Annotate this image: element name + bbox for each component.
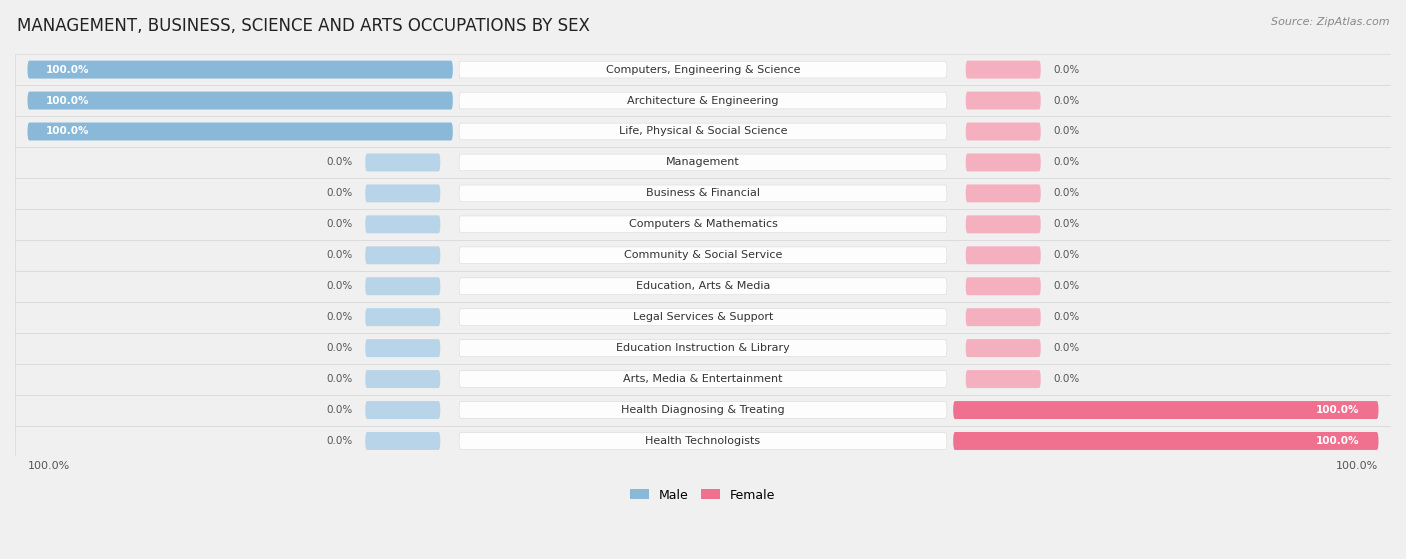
Text: 100.0%: 100.0% xyxy=(46,65,90,74)
Text: 0.0%: 0.0% xyxy=(326,158,353,168)
FancyBboxPatch shape xyxy=(366,184,440,202)
FancyBboxPatch shape xyxy=(366,215,440,233)
Bar xyxy=(15,116,1391,147)
FancyBboxPatch shape xyxy=(366,154,440,172)
FancyBboxPatch shape xyxy=(460,371,946,387)
Bar xyxy=(15,85,1391,116)
Text: 100.0%: 100.0% xyxy=(46,126,90,136)
FancyBboxPatch shape xyxy=(366,432,440,450)
Text: 0.0%: 0.0% xyxy=(1053,250,1080,260)
Text: 0.0%: 0.0% xyxy=(1053,158,1080,168)
Text: Education Instruction & Library: Education Instruction & Library xyxy=(616,343,790,353)
Text: 0.0%: 0.0% xyxy=(326,436,353,446)
Text: MANAGEMENT, BUSINESS, SCIENCE AND ARTS OCCUPATIONS BY SEX: MANAGEMENT, BUSINESS, SCIENCE AND ARTS O… xyxy=(17,17,589,35)
FancyBboxPatch shape xyxy=(366,308,440,326)
Text: 0.0%: 0.0% xyxy=(326,343,353,353)
Text: 0.0%: 0.0% xyxy=(326,188,353,198)
FancyBboxPatch shape xyxy=(966,92,1040,110)
FancyBboxPatch shape xyxy=(460,92,946,109)
FancyBboxPatch shape xyxy=(966,60,1040,79)
FancyBboxPatch shape xyxy=(460,247,946,264)
Text: 0.0%: 0.0% xyxy=(1053,126,1080,136)
Text: Architecture & Engineering: Architecture & Engineering xyxy=(627,96,779,106)
Text: 100.0%: 100.0% xyxy=(1336,461,1378,471)
Text: 0.0%: 0.0% xyxy=(1053,219,1080,229)
FancyBboxPatch shape xyxy=(460,216,946,233)
FancyBboxPatch shape xyxy=(28,92,453,110)
Text: 0.0%: 0.0% xyxy=(326,250,353,260)
Text: 0.0%: 0.0% xyxy=(1053,281,1080,291)
Text: Business & Financial: Business & Financial xyxy=(645,188,761,198)
FancyBboxPatch shape xyxy=(28,60,453,79)
FancyBboxPatch shape xyxy=(366,339,440,357)
FancyBboxPatch shape xyxy=(966,339,1040,357)
FancyBboxPatch shape xyxy=(966,247,1040,264)
FancyBboxPatch shape xyxy=(366,277,440,295)
FancyBboxPatch shape xyxy=(366,247,440,264)
Bar xyxy=(15,271,1391,302)
FancyBboxPatch shape xyxy=(966,370,1040,388)
Text: Arts, Media & Entertainment: Arts, Media & Entertainment xyxy=(623,374,783,384)
Text: 0.0%: 0.0% xyxy=(326,219,353,229)
FancyBboxPatch shape xyxy=(460,309,946,325)
Bar xyxy=(15,209,1391,240)
Text: 100.0%: 100.0% xyxy=(1316,405,1360,415)
FancyBboxPatch shape xyxy=(966,122,1040,140)
Bar xyxy=(15,363,1391,395)
FancyBboxPatch shape xyxy=(460,185,946,202)
FancyBboxPatch shape xyxy=(966,154,1040,172)
Text: Health Technologists: Health Technologists xyxy=(645,436,761,446)
Text: Life, Physical & Social Science: Life, Physical & Social Science xyxy=(619,126,787,136)
FancyBboxPatch shape xyxy=(966,184,1040,202)
FancyBboxPatch shape xyxy=(366,401,440,419)
FancyBboxPatch shape xyxy=(966,215,1040,233)
FancyBboxPatch shape xyxy=(366,370,440,388)
Bar xyxy=(15,302,1391,333)
Text: 0.0%: 0.0% xyxy=(1053,188,1080,198)
FancyBboxPatch shape xyxy=(460,433,946,449)
Text: 0.0%: 0.0% xyxy=(1053,312,1080,322)
Text: Legal Services & Support: Legal Services & Support xyxy=(633,312,773,322)
FancyBboxPatch shape xyxy=(460,402,946,418)
Text: Health Diagnosing & Treating: Health Diagnosing & Treating xyxy=(621,405,785,415)
Text: 100.0%: 100.0% xyxy=(46,96,90,106)
Text: 0.0%: 0.0% xyxy=(326,312,353,322)
FancyBboxPatch shape xyxy=(966,308,1040,326)
Bar xyxy=(15,54,1391,85)
Text: Computers, Engineering & Science: Computers, Engineering & Science xyxy=(606,65,800,74)
FancyBboxPatch shape xyxy=(460,154,946,171)
Text: 0.0%: 0.0% xyxy=(326,281,353,291)
Text: Management: Management xyxy=(666,158,740,168)
FancyBboxPatch shape xyxy=(460,61,946,78)
FancyBboxPatch shape xyxy=(953,401,1378,419)
Text: Education, Arts & Media: Education, Arts & Media xyxy=(636,281,770,291)
Text: 0.0%: 0.0% xyxy=(1053,343,1080,353)
Text: 0.0%: 0.0% xyxy=(1053,374,1080,384)
FancyBboxPatch shape xyxy=(28,122,453,140)
FancyBboxPatch shape xyxy=(460,123,946,140)
Bar xyxy=(15,395,1391,425)
Legend: Male, Female: Male, Female xyxy=(626,484,780,506)
Text: 100.0%: 100.0% xyxy=(1316,436,1360,446)
Text: Source: ZipAtlas.com: Source: ZipAtlas.com xyxy=(1271,17,1389,27)
Text: 0.0%: 0.0% xyxy=(1053,65,1080,74)
FancyBboxPatch shape xyxy=(460,340,946,357)
Text: 0.0%: 0.0% xyxy=(1053,96,1080,106)
Text: 0.0%: 0.0% xyxy=(326,405,353,415)
Bar xyxy=(15,240,1391,271)
Text: 0.0%: 0.0% xyxy=(326,374,353,384)
FancyBboxPatch shape xyxy=(460,278,946,295)
Bar xyxy=(15,147,1391,178)
Bar xyxy=(15,333,1391,363)
Text: 100.0%: 100.0% xyxy=(28,461,70,471)
Bar xyxy=(15,425,1391,457)
FancyBboxPatch shape xyxy=(966,277,1040,295)
FancyBboxPatch shape xyxy=(953,432,1378,450)
Text: Computers & Mathematics: Computers & Mathematics xyxy=(628,219,778,229)
Bar xyxy=(15,178,1391,209)
Text: Community & Social Service: Community & Social Service xyxy=(624,250,782,260)
